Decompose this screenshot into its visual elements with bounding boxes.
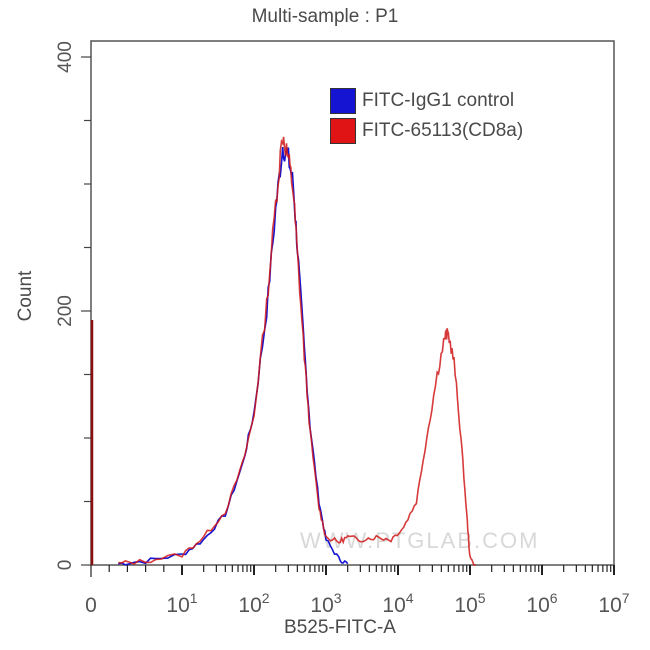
y-tick-labels: 0 200 400 — [55, 41, 76, 570]
x-tick-label: 0 — [85, 594, 97, 617]
x-axis-label: B525-FITC-A — [284, 617, 396, 638]
x-tick-label: 106 — [526, 590, 557, 617]
y-tick-label: 200 — [55, 295, 76, 327]
chart-title: Multi-sample : P1 — [251, 6, 399, 27]
x-axis-ticks — [90, 565, 615, 577]
legend-label: FITC-IgG1 control — [362, 90, 515, 111]
x-tick-label: 102 — [238, 590, 269, 617]
series-igg1-control — [118, 146, 349, 566]
x-tick-label: 103 — [310, 590, 341, 617]
x-tick-label: 101 — [166, 590, 197, 617]
legend-label: FITC-65113(CD8a) — [362, 120, 524, 141]
x-tick-labels: 0 101 102 103 104 105 106 107 — [85, 590, 630, 617]
y-axis-ticks — [81, 56, 91, 566]
legend-swatch-red — [330, 118, 356, 144]
y-tick-label: 400 — [55, 41, 76, 73]
plot-frame — [90, 40, 615, 566]
x-tick-label: 104 — [382, 590, 413, 617]
legend-item-cd8a: FITC-65113(CD8a) — [330, 116, 523, 146]
series-cd8a — [118, 136, 476, 566]
x-tick-label: 107 — [598, 590, 629, 617]
legend: FITC-IgG1 control FITC-65113(CD8a) — [330, 86, 523, 146]
legend-swatch-blue — [330, 88, 356, 114]
x-tick-label: 105 — [454, 590, 485, 617]
watermark: WWW.PTGLAB.COM — [300, 528, 540, 553]
legend-item-igg1-control: FITC-IgG1 control — [330, 86, 523, 116]
y-tick-label: 0 — [55, 560, 76, 571]
